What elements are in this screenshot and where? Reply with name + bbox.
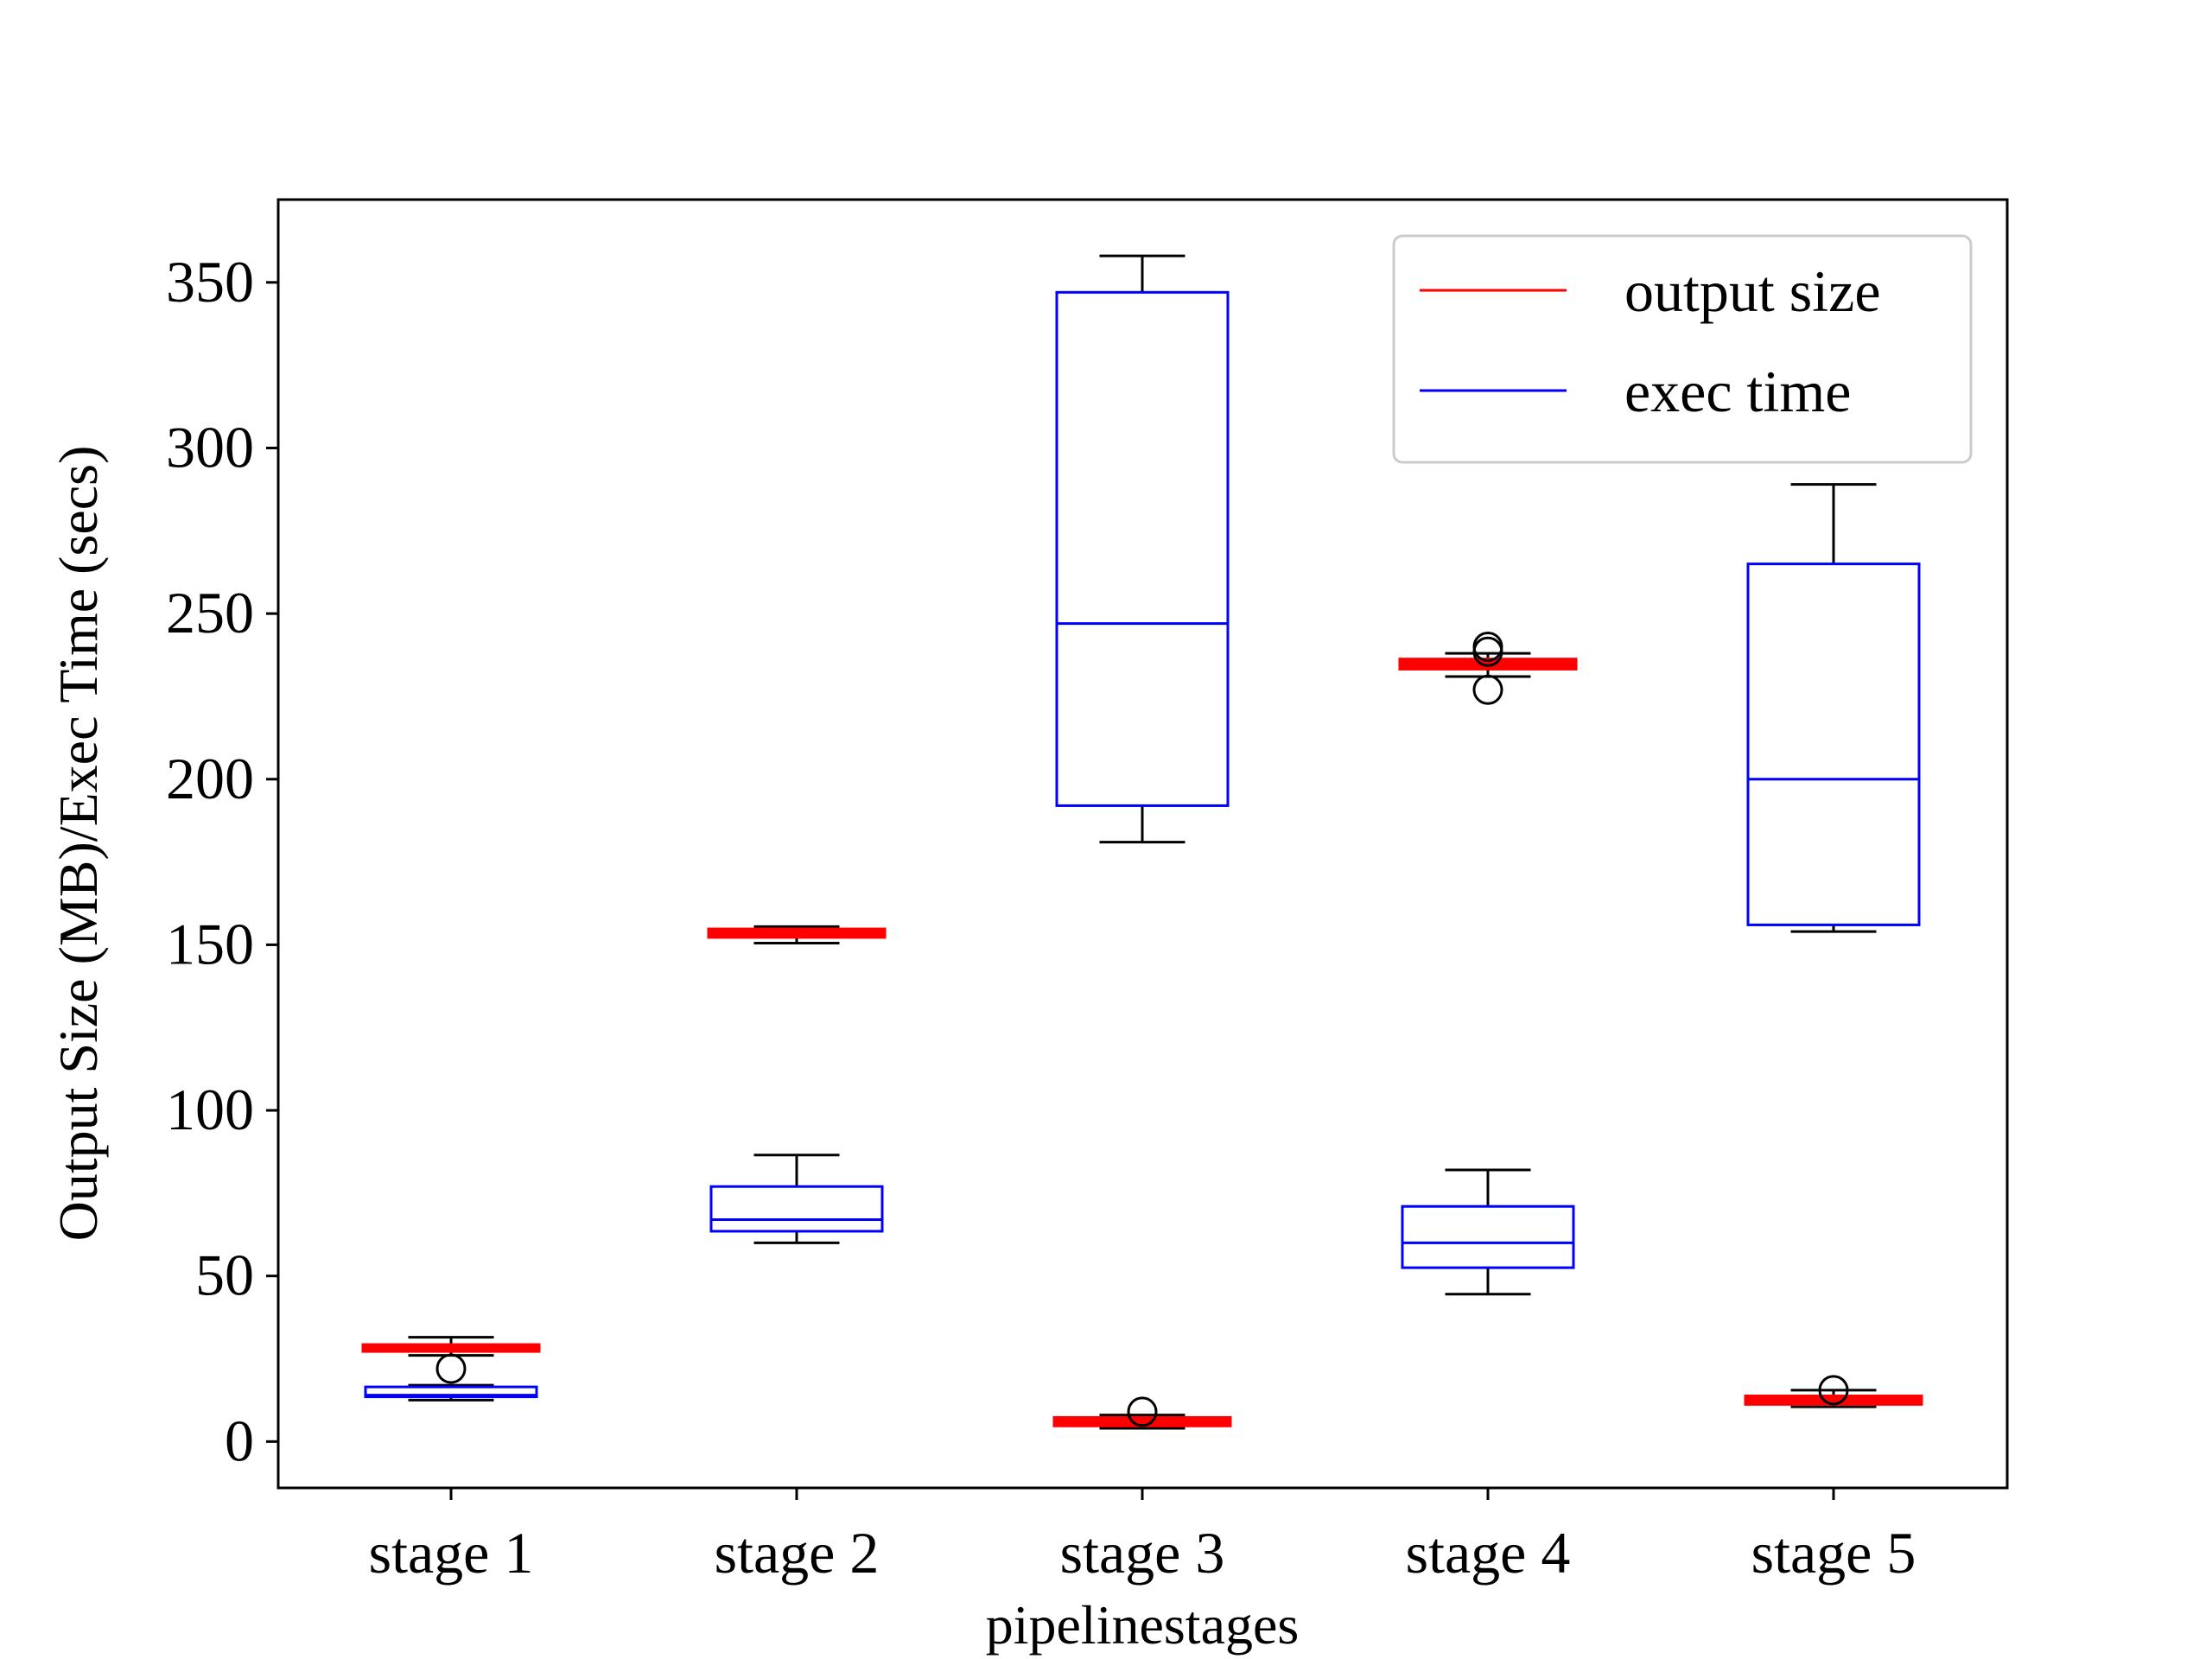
y-tick-label: 100 (166, 1077, 254, 1142)
box-body (1401, 1205, 1575, 1269)
flier-point (1472, 674, 1503, 705)
legend: output size exec time (1392, 234, 1973, 464)
box-output-size-2 (707, 925, 887, 944)
y-tick-label: 150 (166, 911, 254, 976)
flier-point (1127, 1396, 1158, 1427)
box-exec-time-1 (364, 1383, 538, 1402)
x-tick-label: stage 1 (369, 1520, 534, 1586)
x-tick-label: stage 5 (1751, 1520, 1916, 1586)
x-axis-label: pipelinestages (986, 1594, 1300, 1656)
y-axis: 0 50 100 150 200 250 300 350 (166, 249, 278, 1473)
box-body (1055, 290, 1230, 807)
box-output-size-4 (1398, 631, 1578, 705)
y-tick-label: 350 (166, 249, 254, 315)
box-output-size-1 (361, 1336, 541, 1384)
legend-label-output-size: output size (1624, 258, 1881, 324)
x-tick-label: stage 2 (715, 1520, 880, 1586)
y-tick-label: 200 (166, 746, 254, 811)
flier-point (1818, 1375, 1849, 1406)
flier-point (435, 1353, 467, 1384)
box-output-size-5 (1744, 1375, 1923, 1408)
flier-point (1472, 631, 1503, 662)
box-exec-time-2 (709, 1154, 884, 1244)
box-exec-time-5 (1746, 483, 1921, 933)
box-exec-time-3 (1055, 254, 1230, 844)
y-tick-label: 250 (166, 580, 254, 645)
box-output-size-3 (1052, 1396, 1232, 1430)
y-tick-label: 300 (166, 414, 254, 480)
box-body (709, 1185, 884, 1233)
y-tick-label: 0 (225, 1408, 254, 1473)
box-body (1746, 563, 1921, 926)
legend-label-exec-time: exec time (1624, 359, 1851, 424)
y-axis-label: Output Size (MB)/Exec Time (secs) (48, 446, 109, 1242)
x-axis: stage 1 stage 2 stage 3 stage 4 stage 5 (369, 1488, 1916, 1586)
y-tick-label: 50 (195, 1243, 254, 1308)
box-exec-time-4 (1401, 1168, 1575, 1296)
box-plots (361, 254, 1923, 1430)
box-body (364, 1385, 538, 1399)
x-tick-label: stage 4 (1406, 1520, 1571, 1586)
legend-frame (1392, 234, 1973, 464)
x-tick-label: stage 3 (1060, 1520, 1225, 1586)
